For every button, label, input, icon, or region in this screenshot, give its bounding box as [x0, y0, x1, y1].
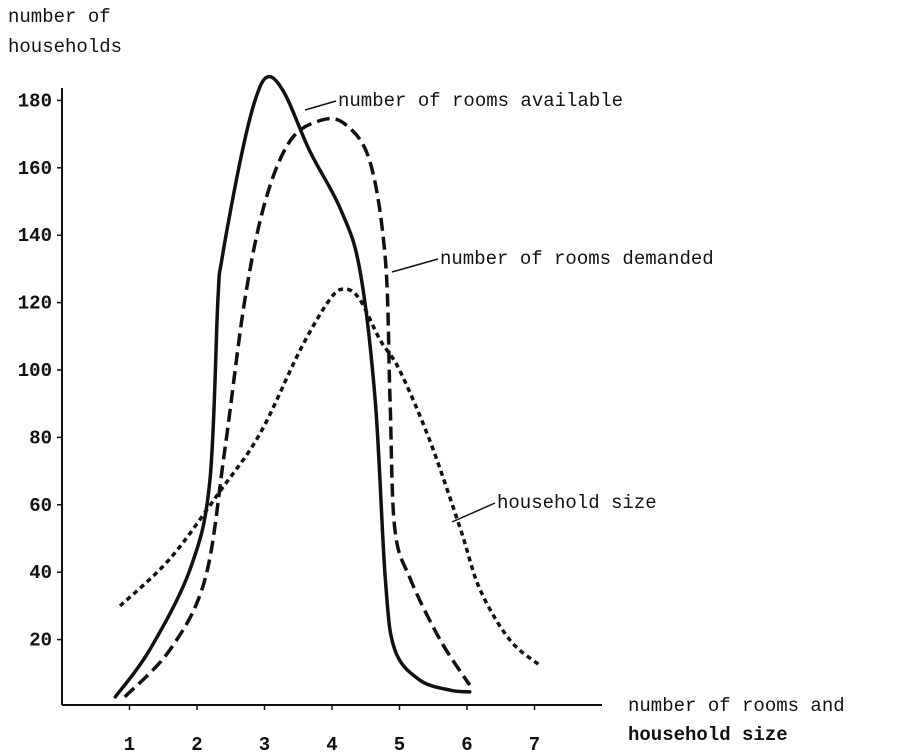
- y-axis-label: number of: [8, 6, 111, 28]
- leader-line: [451, 502, 496, 523]
- series-label: household size: [497, 492, 657, 514]
- y-tick-label: 20: [29, 630, 52, 652]
- series-line: [113, 74, 472, 699]
- series-label: number of rooms available: [338, 90, 623, 112]
- x-tick-label: 7: [529, 734, 540, 756]
- x-tick-label: 6: [461, 734, 472, 756]
- series-line: [118, 287, 541, 667]
- leader-line: [391, 258, 439, 273]
- y-tick-label: 80: [29, 427, 52, 449]
- y-axis-label: households: [8, 36, 122, 58]
- series-line: [123, 116, 472, 699]
- series-label: number of rooms demanded: [440, 248, 714, 270]
- x-tick-label: 5: [394, 734, 405, 756]
- y-tick-label: 140: [18, 225, 52, 247]
- x-axis-label: household size: [628, 724, 788, 746]
- y-tick-label: 120: [18, 293, 52, 315]
- leader-line: [304, 100, 337, 111]
- y-tick-label: 60: [29, 495, 52, 517]
- x-tick-label: 1: [124, 734, 135, 756]
- y-tick-label: 180: [18, 90, 52, 112]
- y-tick-label: 40: [29, 562, 52, 584]
- x-tick-label: 4: [326, 734, 337, 756]
- y-tick-label: 100: [18, 360, 52, 382]
- x-tick-label: 2: [191, 734, 202, 756]
- y-tick-label: 160: [18, 158, 52, 180]
- x-axis-label: number of rooms and: [628, 695, 845, 717]
- x-tick-label: 3: [259, 734, 270, 756]
